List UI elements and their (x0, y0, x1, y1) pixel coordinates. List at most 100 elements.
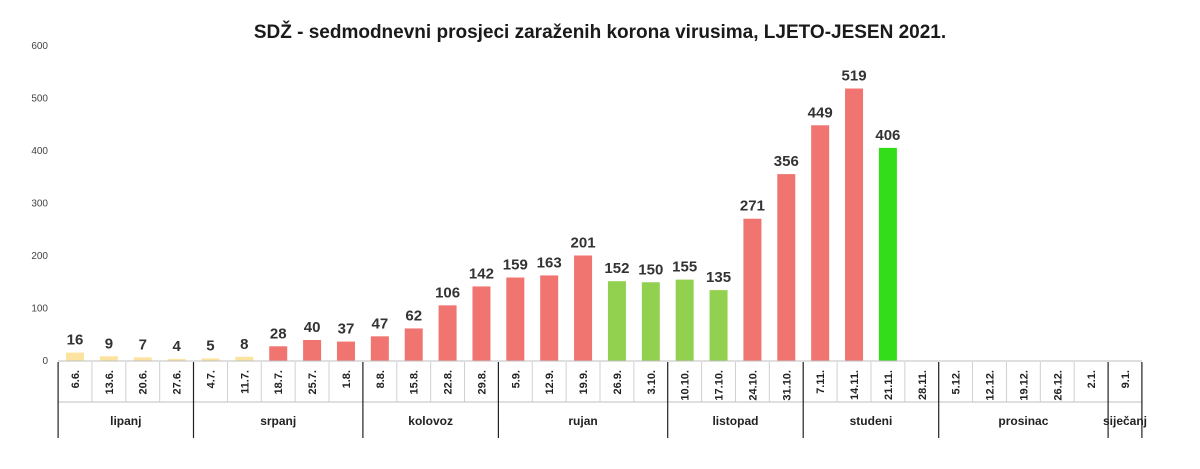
x-tick-label: 31.10. (781, 370, 793, 401)
data-label: 28 (270, 325, 287, 342)
bar (133, 357, 152, 361)
x-tick-label: 13.6. (104, 370, 116, 394)
data-label: 271 (740, 198, 765, 215)
bar (675, 279, 694, 361)
data-label: 40 (304, 319, 321, 336)
month-label: kolovoz (408, 414, 453, 428)
bar (811, 125, 830, 362)
bar (641, 282, 660, 361)
x-tick-label: 24.10. (747, 370, 759, 401)
x-tick-label: 3.10. (646, 370, 658, 394)
data-label: 135 (706, 269, 731, 286)
data-label: 16 (67, 332, 84, 349)
y-axis: 0 100 200 300 400 500 600 (31, 41, 48, 367)
x-tick-label: 29.8. (476, 370, 488, 394)
bar (438, 305, 457, 361)
data-label: 142 (469, 265, 494, 282)
bar (506, 277, 525, 361)
x-tick-label: 2.1. (1086, 370, 1098, 388)
month-label: rujan (568, 414, 597, 428)
data-label: 5 (206, 337, 214, 354)
x-tick-label: 25.7. (307, 370, 319, 394)
x-tick-label: 19.9. (578, 370, 590, 394)
x-tick-label: 5.12. (951, 370, 963, 394)
x-tick-label: 12.12. (985, 370, 997, 401)
bar (607, 281, 626, 361)
month-axis: lipanj srpanj kolovoz rujan listopad studeni p… (57, 362, 1147, 438)
data-label: 519 (842, 68, 867, 85)
bar (370, 336, 389, 361)
data-label: 152 (604, 260, 629, 277)
bar (709, 290, 728, 361)
data-label: 201 (571, 234, 596, 251)
x-tick-label: 17.10. (714, 370, 726, 401)
x-tick-label: 20.6. (138, 370, 150, 394)
data-label: 47 (371, 315, 388, 332)
data-label: 8 (240, 336, 248, 353)
data-label: 106 (435, 284, 460, 301)
bar (472, 286, 491, 361)
y-tick-label: 0 (42, 356, 48, 367)
bar (743, 218, 762, 361)
x-tick-label: 4.7. (205, 370, 217, 388)
data-label: 150 (638, 261, 663, 278)
data-label: 163 (537, 254, 562, 271)
x-tick-label: 12.9. (544, 370, 556, 394)
month-label: siječanj (1103, 414, 1147, 428)
x-tick-label: 14.11. (849, 370, 861, 400)
x-tick-label: 8.8. (375, 370, 387, 388)
x-tick-label: 21.11. (883, 370, 895, 400)
x-tick-label: 1.8. (341, 370, 353, 388)
bar (303, 340, 322, 361)
month-label: listopad (712, 414, 758, 428)
data-label: 155 (672, 259, 697, 276)
bar (269, 346, 288, 361)
x-tick-label: 5.9. (510, 370, 522, 388)
month-label: srpanj (260, 414, 296, 428)
bars (66, 88, 897, 362)
data-label: 406 (875, 127, 900, 144)
data-label: 159 (503, 257, 528, 274)
month-label: lipanj (110, 414, 141, 428)
y-tick-label: 100 (31, 304, 48, 315)
data-label: 37 (338, 321, 355, 338)
month-label: prosinac (998, 414, 1048, 428)
x-tick-label: 6.6. (70, 370, 82, 388)
x-tick-label: 22.8. (443, 370, 455, 394)
bar (336, 341, 355, 361)
data-label: 356 (774, 153, 799, 170)
x-tick-label: 15.8. (409, 370, 421, 394)
chart-title: SDŽ - sedmodnevni prosjeci zaraženih kor… (254, 21, 946, 43)
x-tick-label: 10.10. (680, 370, 692, 401)
data-label: 9 (105, 335, 113, 352)
x-axis: 6.6. 13.6. 20.6. 27.6. 4.7. 11.7. 18.7. 25.7. 1.… (57, 360, 1143, 402)
x-tick-label: 9.1. (1120, 370, 1132, 388)
y-tick-label: 200 (31, 251, 48, 262)
x-tick-label: 28.11. (917, 370, 929, 400)
y-tick-label: 300 (31, 199, 48, 210)
bar (99, 356, 118, 361)
x-tick-label: 18.7. (273, 370, 285, 394)
x-tick-label: 7.11. (815, 370, 827, 394)
x-tick-label: 26.12. (1052, 370, 1064, 401)
data-label: 62 (405, 307, 422, 324)
bar (167, 358, 186, 361)
month-label: studeni (850, 414, 893, 428)
x-tick-label: 27.6. (172, 370, 184, 394)
data-label: 7 (139, 336, 147, 353)
bar (574, 255, 593, 361)
y-tick-label: 400 (31, 146, 48, 157)
x-tick-label: 11.7. (239, 370, 251, 394)
x-tick-label: 19.12. (1018, 370, 1030, 401)
bar (777, 174, 796, 361)
bar (540, 275, 559, 361)
bar (201, 358, 220, 361)
x-tick-label: 26.9. (612, 370, 624, 394)
bar (404, 328, 423, 361)
data-label: 4 (172, 338, 181, 355)
y-tick-label: 500 (31, 94, 48, 105)
bar (66, 352, 84, 361)
bar (878, 147, 897, 361)
bar (235, 356, 254, 361)
